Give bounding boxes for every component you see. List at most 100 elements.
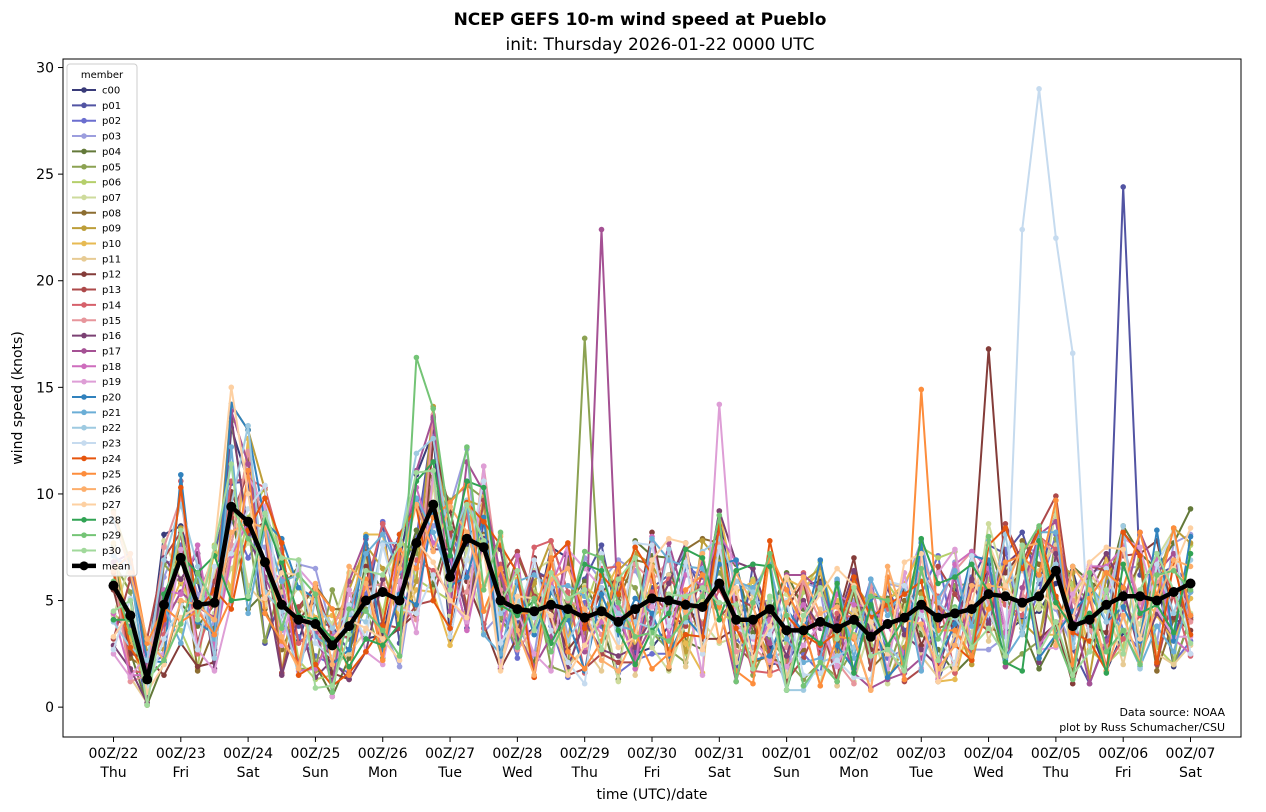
point-p29 <box>447 525 453 531</box>
x-tick-label: 00Z/07 <box>1166 746 1216 762</box>
point-p27 <box>952 665 958 672</box>
point-p19 <box>783 663 790 670</box>
point-p24 <box>901 591 908 597</box>
point-p25 <box>649 665 655 672</box>
point-p12 <box>194 663 201 670</box>
point-mean <box>630 604 641 615</box>
point-p28 <box>1170 629 1177 636</box>
point-p19 <box>464 619 470 625</box>
point-p28 <box>1002 659 1009 666</box>
point-p30 <box>968 644 975 651</box>
point-p24 <box>733 625 739 632</box>
point-p24 <box>615 591 622 597</box>
point-p27 <box>666 535 672 542</box>
point-p30 <box>464 501 470 508</box>
point-p19 <box>716 401 723 408</box>
series-layer <box>110 86 1194 708</box>
point-p22 <box>531 614 537 621</box>
point-p28 <box>430 459 437 465</box>
point-p10 <box>447 642 453 649</box>
point-p16 <box>632 644 638 651</box>
legend-label: p17 <box>102 346 121 357</box>
point-p23 <box>1154 561 1160 568</box>
point-p26 <box>817 610 824 617</box>
point-p22 <box>598 584 605 591</box>
point-p20 <box>952 621 958 627</box>
point-p25 <box>480 608 487 615</box>
point-p29 <box>329 689 336 696</box>
point-p23 <box>817 670 824 676</box>
point-p23 <box>598 550 605 557</box>
point-p20 <box>884 674 891 681</box>
point-p28 <box>379 642 386 649</box>
point-p22 <box>329 625 336 632</box>
point-p16 <box>178 576 184 583</box>
point-p27 <box>228 384 235 391</box>
point-p11 <box>834 683 840 689</box>
legend-items: c00 p01 p02 p03 p04 p05 p06 p07 p08 p09 p10 p11 p12 p… <box>72 86 130 572</box>
x-tick-label: 00Z/29 <box>560 746 610 762</box>
point-p27 <box>1103 544 1110 551</box>
point-p17 <box>1002 663 1009 670</box>
point-p26 <box>1069 563 1076 570</box>
point-p12 <box>918 642 925 649</box>
point-p23 <box>666 623 672 629</box>
point-p28 <box>1053 599 1059 606</box>
point-p24 <box>480 518 487 525</box>
point-p30 <box>245 593 251 600</box>
point-p22 <box>1036 576 1042 583</box>
point-p28 <box>682 546 689 553</box>
point-p30 <box>514 567 521 574</box>
point-mean <box>327 640 338 651</box>
point-p28 <box>817 640 824 646</box>
point-p28 <box>632 661 638 668</box>
point-p26 <box>682 608 689 615</box>
legend-marker <box>81 133 87 139</box>
point-p04 <box>346 655 352 661</box>
x-tick-day: Sat <box>708 765 731 781</box>
point-p14 <box>834 610 840 617</box>
point-p29 <box>548 648 554 655</box>
point-p27 <box>834 565 840 572</box>
point-p18 <box>800 602 807 608</box>
point-p19 <box>480 463 487 470</box>
point-p14 <box>430 567 437 574</box>
point-p21 <box>699 565 706 572</box>
point-p14 <box>531 544 537 551</box>
point-p26 <box>346 563 352 570</box>
point-p19 <box>767 657 773 664</box>
point-p22 <box>161 557 167 563</box>
point-p30 <box>935 657 941 664</box>
point-p24 <box>312 661 319 668</box>
point-mean <box>731 614 742 625</box>
point-p23 <box>649 542 655 548</box>
point-p16 <box>918 646 925 653</box>
point-p25 <box>245 467 251 474</box>
point-p25 <box>346 672 352 678</box>
point-p30 <box>329 683 336 689</box>
point-p14 <box>548 538 554 544</box>
point-p23 <box>464 557 470 563</box>
point-p21 <box>178 640 184 646</box>
point-p18 <box>194 542 201 548</box>
point-p11 <box>682 663 689 670</box>
point-p22 <box>1120 523 1126 529</box>
point-p30 <box>194 616 201 623</box>
point-mean <box>142 674 153 685</box>
x-tick-label: 00Z/22 <box>89 746 139 762</box>
point-p25 <box>548 555 554 561</box>
legend-marker <box>81 102 87 109</box>
point-p30 <box>867 653 874 659</box>
point-p24 <box>447 625 453 632</box>
x-tick-day: Fri <box>1115 765 1132 781</box>
point-p23 <box>262 482 268 489</box>
point-p24 <box>127 644 134 651</box>
point-p30 <box>480 538 487 544</box>
point-p30 <box>565 595 571 602</box>
point-p24 <box>682 631 689 638</box>
point-p22 <box>800 687 807 693</box>
point-p26 <box>985 582 992 589</box>
legend-box <box>66 63 138 577</box>
point-p28 <box>581 561 588 568</box>
point-p11 <box>598 668 605 674</box>
